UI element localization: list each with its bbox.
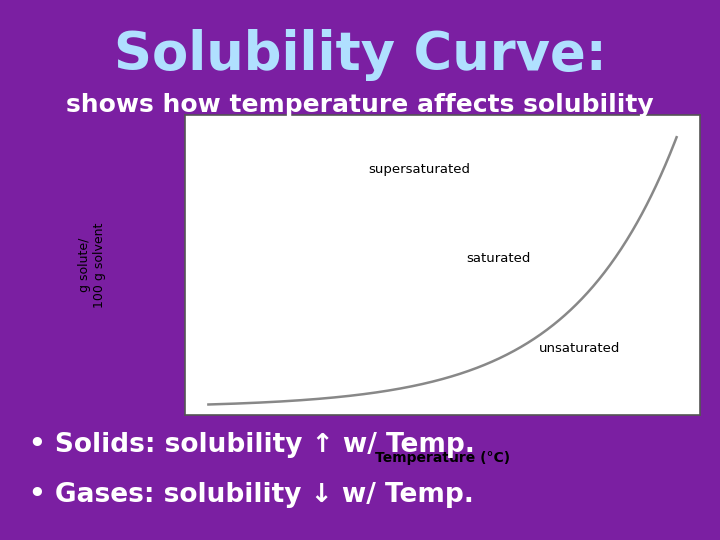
Text: g solute/
100 g solvent: g solute/ 100 g solvent xyxy=(78,222,107,308)
Text: Temperature (°C): Temperature (°C) xyxy=(375,451,510,465)
Text: saturated: saturated xyxy=(467,253,531,266)
Text: • Solids: solubility ↑ w/ Temp.: • Solids: solubility ↑ w/ Temp. xyxy=(29,432,474,458)
Text: unsaturated: unsaturated xyxy=(539,342,621,355)
Text: supersaturated: supersaturated xyxy=(368,163,470,176)
Text: shows how temperature affects solubility: shows how temperature affects solubility xyxy=(66,93,654,117)
Text: • Gases: solubility ↓ w/ Temp.: • Gases: solubility ↓ w/ Temp. xyxy=(29,482,474,508)
Text: Solubility Curve:: Solubility Curve: xyxy=(114,29,606,81)
